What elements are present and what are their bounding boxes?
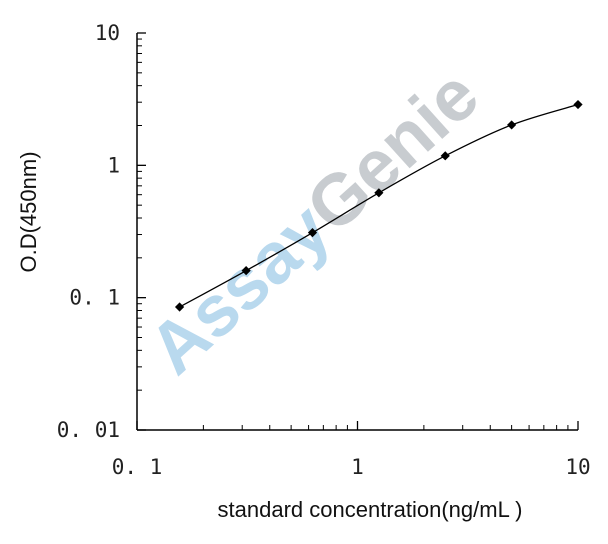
data-point bbox=[374, 188, 384, 198]
x-tick-label: 10 bbox=[565, 455, 590, 479]
y-tick-label: 0. 01 bbox=[57, 418, 120, 442]
watermark: AssayGenie bbox=[134, 55, 494, 390]
tick-labels: 10 1 0. 1 0. 01 0. 1 1 10 bbox=[57, 21, 591, 479]
data-point bbox=[307, 228, 318, 238]
svg-text:AssayGenie: AssayGenie bbox=[134, 55, 494, 390]
data-point bbox=[241, 266, 251, 276]
watermark-part2: Genie bbox=[292, 55, 494, 248]
y-tick-label: 0. 1 bbox=[69, 286, 120, 310]
data-point bbox=[440, 151, 450, 161]
axes bbox=[136, 32, 579, 431]
y-tick-label: 1 bbox=[107, 153, 120, 177]
y-tick-label: 10 bbox=[95, 21, 120, 45]
watermark-part1: Assay bbox=[134, 188, 345, 389]
data-point bbox=[573, 99, 583, 110]
x-tick-label: 0. 1 bbox=[112, 455, 163, 479]
x-tick-label: 1 bbox=[351, 455, 364, 479]
data-point bbox=[507, 120, 517, 130]
data-point bbox=[174, 302, 185, 312]
y-axis-label: O.D(450nm) bbox=[16, 151, 41, 272]
series-layer bbox=[174, 99, 583, 312]
x-axis-label: standard concentration(ng/mL ) bbox=[218, 497, 523, 522]
